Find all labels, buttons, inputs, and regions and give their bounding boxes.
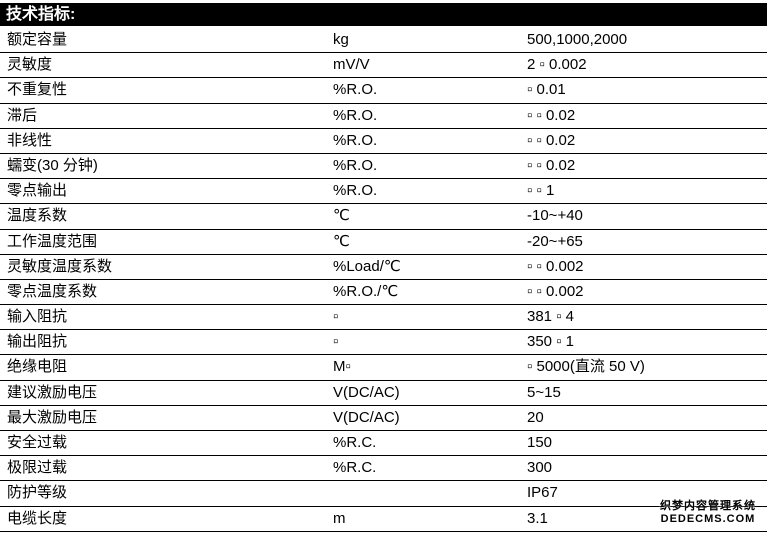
value: 20 — [527, 408, 544, 426]
unit: mV/V — [333, 56, 370, 74]
param-name: 电缆长度 — [7, 509, 68, 527]
table-row: 安全过载 %R.C. 150 — [0, 431, 767, 457]
value: 300 — [527, 459, 553, 477]
value: IP67 — [527, 484, 558, 502]
table-row: 滞后 %R.O. ▫ ▫ 0.02 — [0, 104, 767, 129]
value: 500,1000,2000 — [527, 31, 628, 48]
value: 5~15 — [527, 383, 561, 401]
table-row: 灵敏度 mV/V 2 ▫ 0.002 — [0, 53, 767, 79]
param-name: 滞后 — [7, 106, 38, 124]
unit: %R.O. — [333, 106, 378, 124]
value: ▫ ▫ 0.02 — [527, 131, 576, 149]
spec-table: 额定容量 kg 500,1000,2000 灵敏度 mV/V 2 ▫ 0.002 不重复性%… — [0, 28, 767, 532]
table-row: 最大激励电压 V(DC/AC) 20 — [0, 406, 767, 431]
unit: m — [333, 509, 346, 527]
table-row: 零点输出 %R.O. ▫ ▫ 1 — [0, 179, 767, 205]
value: 2 ▫ 0.002 — [527, 56, 587, 74]
value: ▫ ▫ 0.02 — [527, 106, 576, 124]
unit: %R.O. — [333, 131, 378, 149]
unit: ℃ — [333, 232, 350, 250]
param-name: 最大激励电压 — [7, 408, 98, 426]
table-row: 输出阻抗 ▫ 350 ▫ 1 — [0, 330, 767, 356]
table-row: 绝缘电阻 M▫ ▫ 5000(直流 50 V) — [0, 355, 767, 381]
unit: %R.O. — [333, 81, 378, 99]
unit: ℃ — [333, 207, 350, 225]
value: 350 ▫ 1 — [527, 333, 575, 351]
param-name: 额定容量 — [7, 31, 68, 48]
table-row: 极限过载 %R.C. 300 — [0, 456, 767, 482]
table-row: 不重复性 %R.O. ▫ 0.01 — [0, 78, 767, 104]
value: -10~+40 — [527, 207, 583, 225]
value: -20~+65 — [527, 232, 583, 250]
table-row: 零点温度系数 %R.O./℃ ▫ ▫ 0.002 — [0, 280, 767, 306]
unit: ▫ — [333, 308, 339, 326]
value: ▫ 0.01 — [527, 81, 566, 99]
unit: V(DC/AC) — [333, 408, 400, 426]
unit: %R.O./℃ — [333, 282, 399, 300]
unit: %R.C. — [333, 434, 377, 451]
unit: %R.C. — [333, 459, 377, 477]
table-row: 防护等级 IP67 — [0, 481, 767, 507]
table-row: 工作温度范围 ℃ -20~+65 — [0, 230, 767, 255]
param-name: 防护等级 — [7, 484, 68, 502]
param-name: 输入阻抗 — [7, 308, 68, 326]
unit: V(DC/AC) — [333, 383, 400, 401]
value: ▫ ▫ 0.002 — [527, 282, 584, 300]
table-row: 建议激励电压 V(DC/AC) 5~15 — [0, 381, 767, 406]
section-header: 技术指标: — [0, 3, 767, 26]
param-name: 不重复性 — [7, 81, 68, 99]
param-name: 安全过载 — [7, 434, 68, 451]
value: ▫ 5000(直流 50 V) — [527, 358, 645, 376]
unit: kg — [333, 31, 349, 48]
param-name: 灵敏度温度系数 — [7, 257, 113, 275]
watermark-logo: 织梦内容管理系统 DEDECMS.COM — [660, 500, 756, 526]
param-name: 零点输出 — [7, 182, 68, 200]
param-name: 极限过载 — [7, 459, 68, 477]
table-row: 输入阻抗 ▫ 381 ▫ 4 — [0, 305, 767, 331]
unit: %R.O. — [333, 156, 378, 174]
param-name: 零点温度系数 — [7, 282, 98, 300]
param-name: 蠕变(30 分钟) — [7, 156, 98, 174]
param-name: 工作温度范围 — [7, 232, 98, 250]
unit: M▫ — [333, 358, 351, 376]
param-name: 灵敏度 — [7, 56, 53, 74]
param-name: 输出阻抗 — [7, 333, 68, 351]
table-row: 蠕变(30 分钟) %R.O. ▫ ▫ 0.02 — [0, 154, 767, 180]
table-row: 电缆长度 m 3.1 — [0, 507, 767, 532]
param-name: 绝缘电阻 — [7, 358, 68, 376]
watermark-line1: 织梦内容管理系统 — [660, 500, 756, 512]
table-row: 非线性 %R.O. ▫ ▫ 0.02 — [0, 129, 767, 154]
value: ▫ ▫ 0.02 — [527, 156, 576, 174]
value: ▫ ▫ 0.002 — [527, 257, 584, 275]
table-row: 温度系数 ℃ -10~+40 — [0, 204, 767, 230]
value: 381 ▫ 4 — [527, 308, 575, 326]
value: 3.1 — [527, 509, 548, 527]
param-name: 非线性 — [7, 131, 53, 149]
value: ▫ ▫ 1 — [527, 182, 555, 200]
unit: %Load/℃ — [333, 257, 401, 275]
param-name: 建议激励电压 — [7, 383, 98, 401]
table-row: 灵敏度温度系数 %Load/℃ ▫ ▫ 0.002 — [0, 255, 767, 280]
watermark-line2: DEDECMS.COM — [660, 513, 756, 525]
value: 150 — [527, 434, 553, 451]
unit: %R.O. — [333, 182, 378, 200]
unit: ▫ — [333, 333, 339, 351]
table-row: 额定容量 kg 500,1000,2000 — [0, 28, 767, 54]
param-name: 温度系数 — [7, 207, 68, 225]
